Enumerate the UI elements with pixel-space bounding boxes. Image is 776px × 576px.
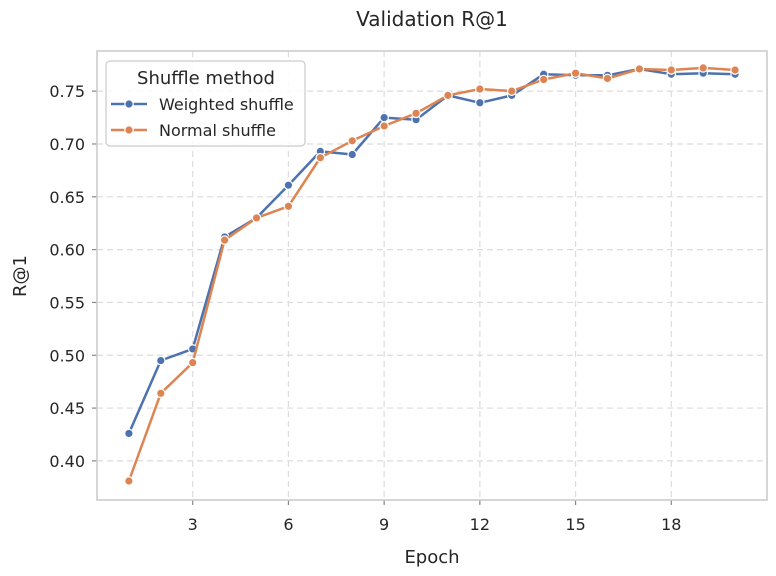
data-point <box>698 63 708 73</box>
legend-marker <box>124 125 134 135</box>
y-tick-label: 0.45 <box>49 399 85 418</box>
data-point <box>411 108 421 119</box>
y-tick-label: 0.75 <box>49 82 85 101</box>
x-axis-ticks: 3 6 9 12 15 18 <box>188 500 681 534</box>
x-tick-label: 12 <box>470 515 490 534</box>
data-point <box>570 68 581 78</box>
legend: Shuffle method Weighted shuffle Normal sh… <box>105 60 306 147</box>
series-group <box>124 63 740 486</box>
legend-title: Shuffle method <box>137 68 275 89</box>
data-point <box>124 476 134 486</box>
y-axis-label: R@1 <box>10 255 31 297</box>
data-point <box>347 149 358 160</box>
data-point <box>379 112 389 123</box>
x-tick-label: 18 <box>661 515 681 534</box>
data-point <box>156 388 166 399</box>
legend-entry: Weighted shuffle <box>111 95 294 114</box>
data-point <box>315 152 326 163</box>
data-point <box>666 65 677 75</box>
x-axis-label: Epoch <box>404 547 459 568</box>
y-tick-label: 0.40 <box>49 452 85 471</box>
data-point <box>506 86 517 96</box>
x-tick-label: 9 <box>379 515 389 534</box>
x-tick-label: 15 <box>565 515 585 534</box>
data-point <box>730 65 740 75</box>
data-point <box>602 73 613 84</box>
legend-label: Weighted shuffle <box>159 95 294 114</box>
data-point <box>634 64 645 74</box>
data-point <box>283 201 294 212</box>
data-point <box>347 136 358 146</box>
data-point <box>475 84 485 94</box>
legend-box <box>105 60 306 147</box>
y-tick-label: 0.70 <box>49 135 85 154</box>
chart-title: Validation R@1 <box>356 7 508 31</box>
data-point <box>187 357 198 368</box>
data-point <box>475 97 485 108</box>
y-tick-label: 0.55 <box>49 293 85 312</box>
data-point <box>443 90 453 101</box>
data-point <box>156 355 166 366</box>
plot-frame <box>96 50 768 501</box>
series-line <box>127 66 736 482</box>
data-point <box>538 74 549 85</box>
x-tick-label: 6 <box>283 515 293 534</box>
y-tick-label: 0.60 <box>49 241 85 260</box>
series-normal-shuffle <box>124 63 740 486</box>
legend-entries: Weighted shuffle Normal shuffle <box>111 95 294 140</box>
legend-marker <box>124 99 134 109</box>
data-point <box>124 428 134 439</box>
data-point <box>283 180 294 190</box>
data-point <box>379 121 389 131</box>
y-axis-ticks: 0.40 0.45 0.50 0.55 0.60 0.65 0.70 0.75 <box>49 82 97 471</box>
legend-entry: Normal shuffle <box>111 121 276 140</box>
data-point <box>219 235 230 245</box>
x-tick-label: 3 <box>188 515 198 534</box>
legend-label: Normal shuffle <box>159 121 276 140</box>
y-tick-label: 0.50 <box>49 346 85 365</box>
y-tick-label: 0.65 <box>49 188 85 207</box>
data-point <box>251 213 262 223</box>
